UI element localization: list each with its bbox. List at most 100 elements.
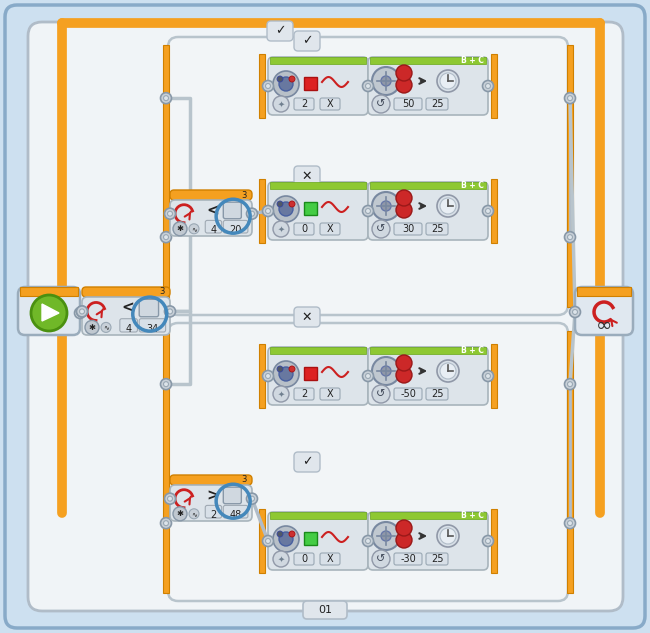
Circle shape [279, 532, 293, 546]
Circle shape [486, 208, 491, 213]
FancyBboxPatch shape [168, 37, 568, 315]
Circle shape [381, 76, 391, 86]
Bar [491, 509, 497, 573]
Text: ∿: ∿ [191, 511, 197, 517]
Circle shape [564, 518, 575, 529]
Bar [270, 512, 366, 519]
Circle shape [77, 311, 83, 315]
Circle shape [567, 521, 573, 525]
Bar [259, 54, 265, 118]
Bar [304, 77, 317, 90]
Circle shape [77, 306, 88, 317]
Bar [163, 45, 169, 307]
Text: <: < [122, 301, 134, 316]
Text: <: < [206, 203, 219, 218]
FancyBboxPatch shape [320, 388, 340, 400]
Circle shape [279, 202, 293, 216]
FancyBboxPatch shape [224, 220, 248, 233]
Circle shape [168, 211, 172, 216]
FancyBboxPatch shape [170, 190, 252, 200]
FancyBboxPatch shape [320, 553, 340, 565]
Circle shape [437, 360, 459, 382]
FancyBboxPatch shape [170, 475, 252, 485]
FancyBboxPatch shape [170, 200, 252, 236]
FancyBboxPatch shape [394, 388, 422, 400]
Circle shape [79, 309, 84, 314]
Circle shape [273, 221, 289, 237]
Text: 3: 3 [241, 475, 247, 484]
Circle shape [381, 366, 391, 376]
FancyBboxPatch shape [268, 512, 368, 570]
Circle shape [381, 531, 391, 541]
Circle shape [372, 385, 390, 403]
Circle shape [396, 202, 412, 218]
FancyBboxPatch shape [18, 287, 80, 335]
Polygon shape [42, 304, 59, 321]
Text: 3: 3 [241, 191, 247, 199]
Circle shape [164, 96, 168, 101]
Circle shape [482, 206, 493, 216]
Text: ✦: ✦ [278, 99, 285, 108]
Text: ✓: ✓ [302, 35, 312, 47]
Circle shape [250, 211, 255, 216]
Circle shape [79, 309, 84, 314]
Text: ∿: ∿ [103, 324, 109, 330]
Circle shape [482, 80, 493, 92]
Circle shape [440, 73, 456, 89]
Bar [491, 179, 497, 243]
Circle shape [396, 520, 412, 536]
Circle shape [372, 522, 400, 550]
Text: 0: 0 [301, 224, 307, 234]
Bar [370, 57, 486, 64]
Circle shape [365, 84, 370, 89]
Circle shape [396, 77, 412, 93]
Bar [304, 367, 317, 380]
Circle shape [265, 84, 270, 89]
Bar [163, 331, 169, 593]
Circle shape [372, 192, 400, 220]
Text: ✦: ✦ [278, 389, 285, 399]
Bar [259, 179, 265, 243]
Circle shape [573, 310, 577, 315]
Text: ✓: ✓ [275, 25, 285, 37]
Circle shape [396, 532, 412, 548]
Circle shape [277, 366, 283, 372]
Bar [270, 347, 366, 354]
Circle shape [363, 536, 374, 546]
Bar [491, 54, 497, 118]
Bar [577, 287, 631, 296]
FancyBboxPatch shape [294, 553, 314, 565]
Circle shape [263, 206, 274, 216]
FancyBboxPatch shape [394, 98, 422, 110]
FancyBboxPatch shape [5, 5, 645, 628]
Circle shape [567, 235, 573, 240]
Bar [370, 347, 486, 354]
Circle shape [164, 235, 168, 240]
Circle shape [482, 370, 493, 382]
Text: X: X [327, 389, 333, 399]
Text: ∞: ∞ [596, 315, 612, 334]
FancyBboxPatch shape [294, 307, 320, 327]
Text: B + C: B + C [461, 511, 484, 520]
Circle shape [173, 222, 187, 236]
FancyBboxPatch shape [268, 57, 368, 115]
Text: 0: 0 [301, 554, 307, 564]
Text: 48: 48 [229, 510, 242, 520]
Text: 01: 01 [318, 605, 332, 615]
Text: ✕: ✕ [302, 170, 312, 182]
FancyBboxPatch shape [268, 182, 368, 240]
Circle shape [168, 309, 172, 314]
Circle shape [263, 370, 274, 382]
Bar [20, 287, 78, 296]
Circle shape [569, 306, 580, 318]
Text: ✦: ✦ [278, 225, 285, 234]
Text: 2: 2 [301, 389, 307, 399]
Circle shape [161, 232, 172, 242]
Text: ✱: ✱ [88, 323, 96, 332]
Circle shape [168, 496, 172, 501]
FancyBboxPatch shape [268, 347, 368, 405]
Text: ✓: ✓ [302, 456, 312, 468]
Text: 25: 25 [431, 99, 443, 109]
FancyBboxPatch shape [82, 287, 170, 297]
Text: X: X [327, 99, 333, 109]
